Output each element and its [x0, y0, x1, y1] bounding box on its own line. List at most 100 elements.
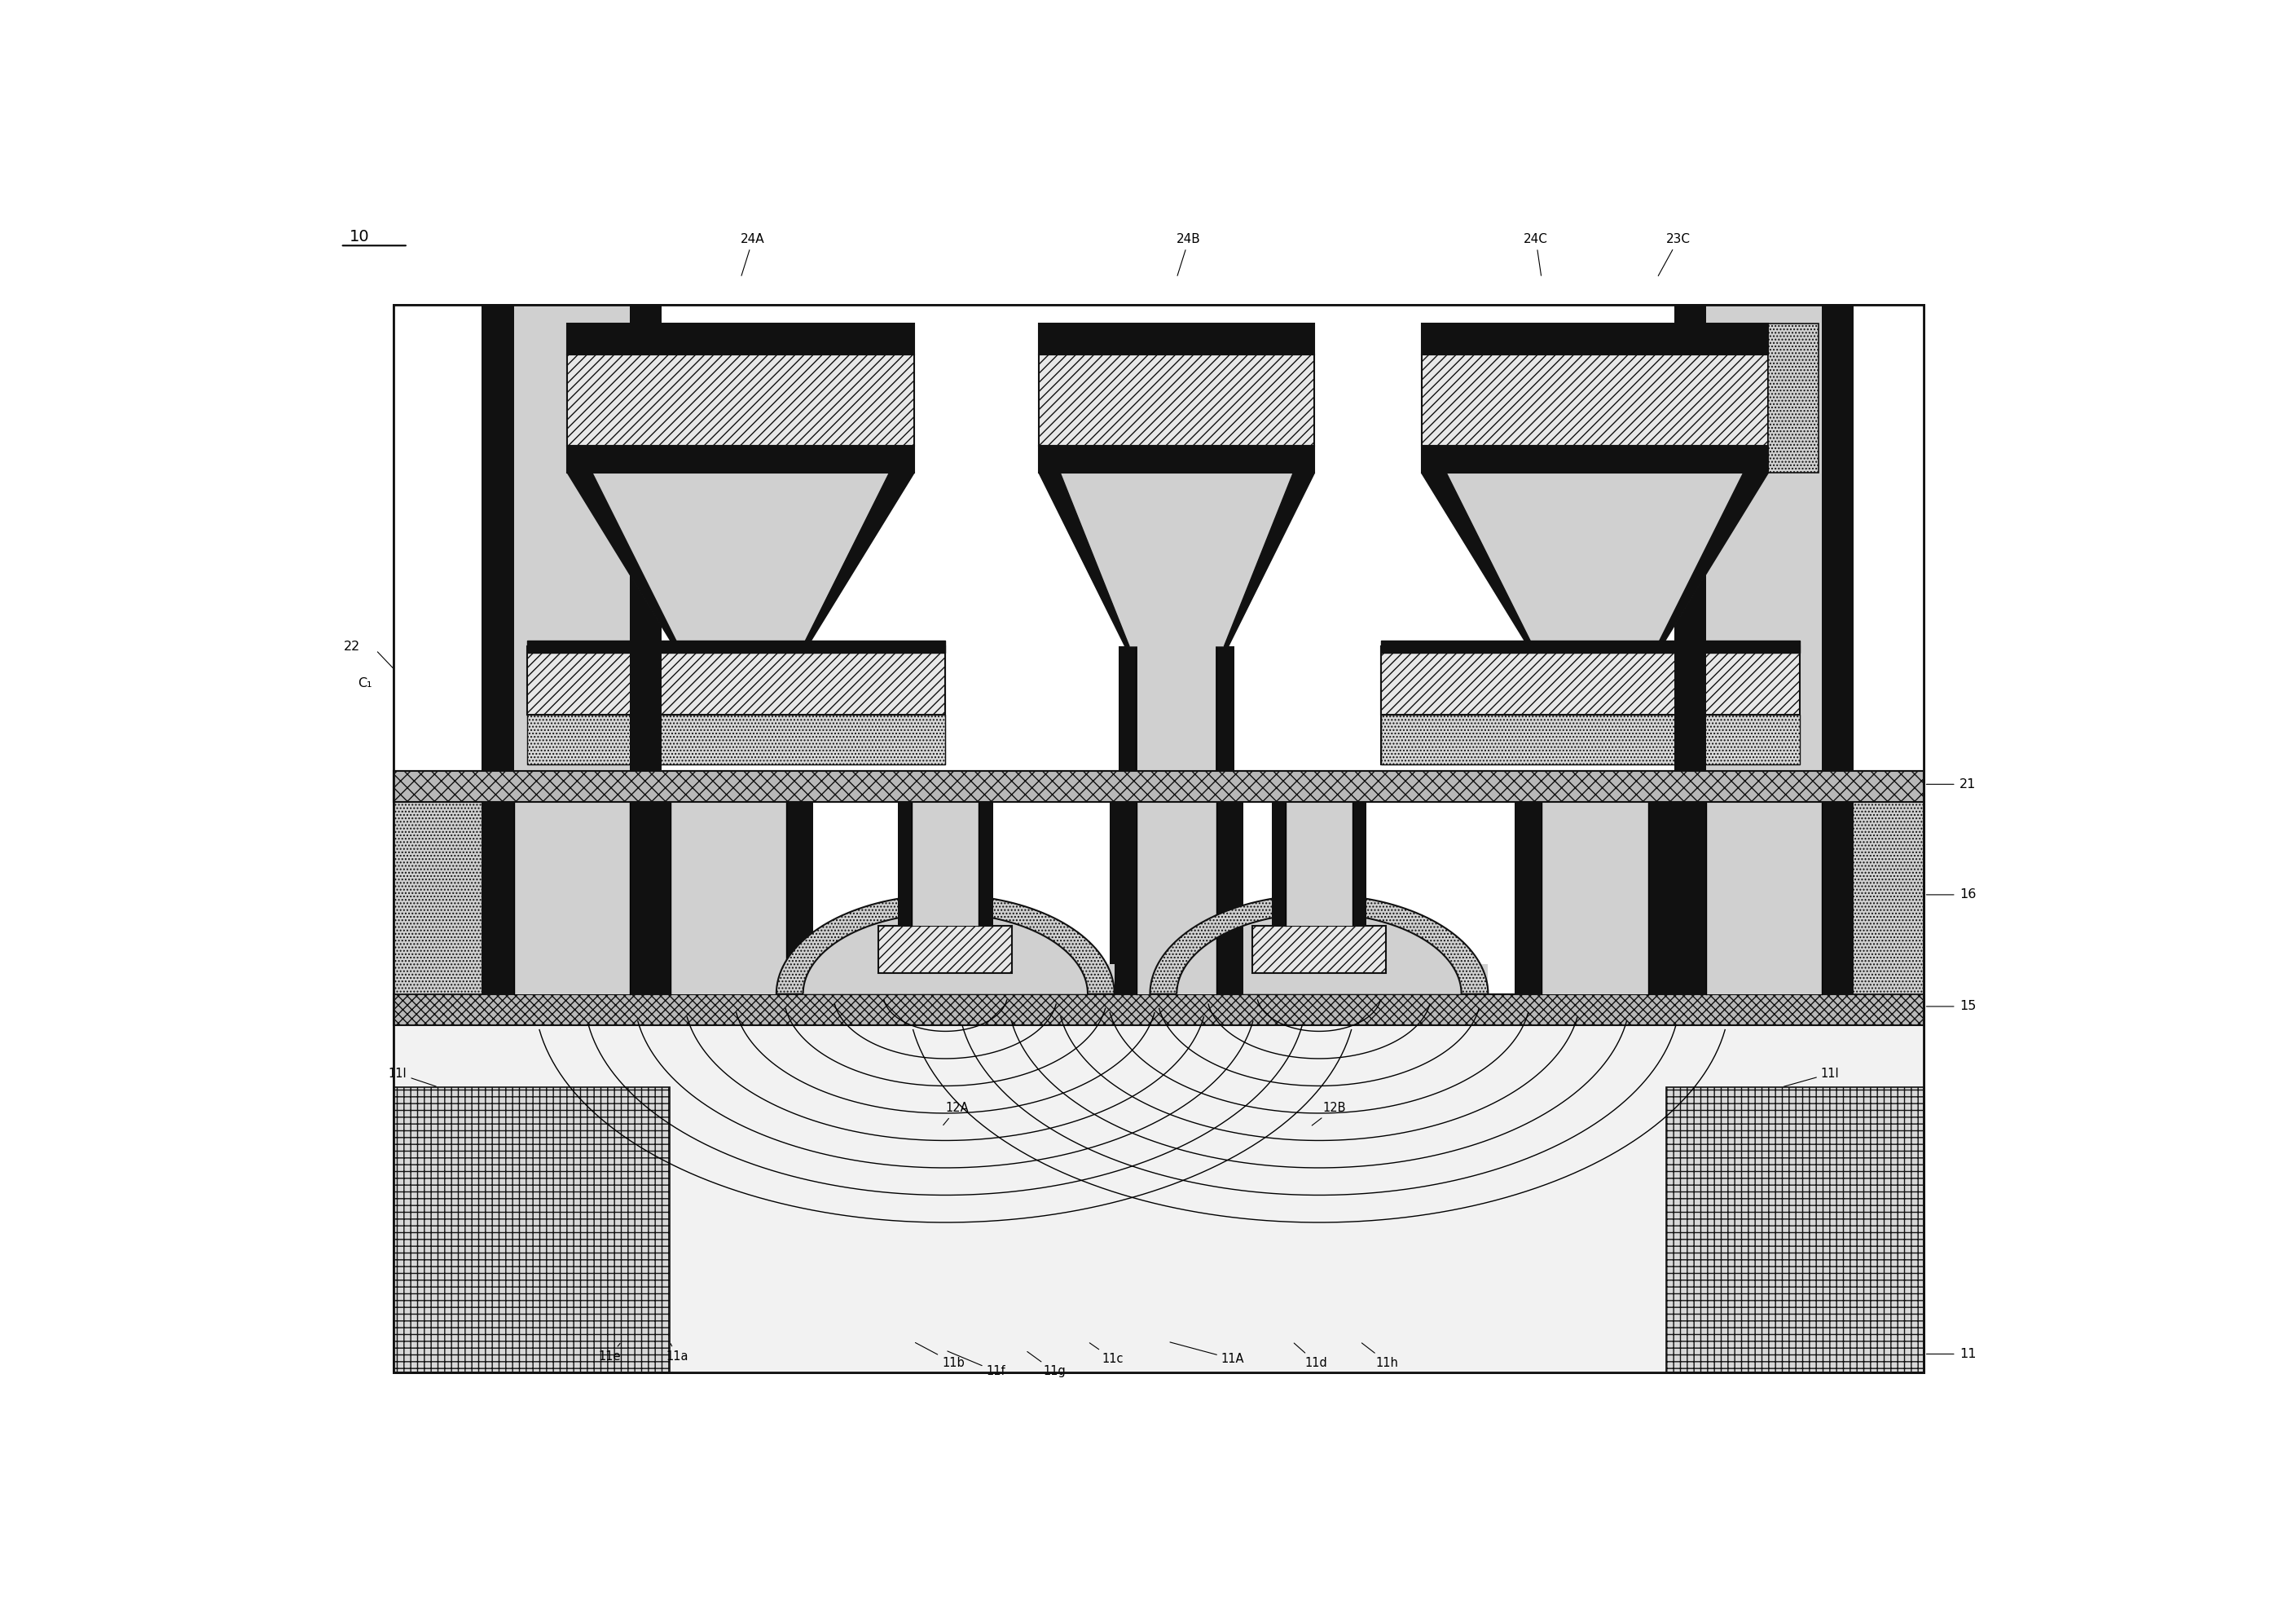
- Bar: [1286, 771, 1352, 925]
- Text: 11b: 11b: [916, 1343, 964, 1369]
- Bar: [395, 305, 1924, 1372]
- Polygon shape: [804, 472, 914, 646]
- Text: 24A: 24A: [742, 234, 765, 276]
- Bar: [482, 771, 514, 995]
- Bar: [395, 305, 1924, 1372]
- Bar: [1038, 324, 1316, 355]
- Text: 20A: 20A: [572, 637, 622, 650]
- Text: 19C: 19C: [1596, 621, 1667, 658]
- Bar: [514, 305, 629, 771]
- Text: 14B: 14B: [1254, 777, 1279, 793]
- Bar: [1649, 771, 1676, 995]
- Text: 17a: 17a: [551, 869, 631, 882]
- Bar: [567, 324, 914, 355]
- Text: 11h: 11h: [1362, 1343, 1398, 1369]
- Bar: [1118, 646, 1137, 771]
- Polygon shape: [1038, 472, 1316, 646]
- Bar: [1109, 771, 1137, 995]
- Text: 23b: 23b: [990, 640, 1058, 658]
- Bar: [879, 925, 1013, 974]
- Text: 24C: 24C: [1525, 234, 1548, 276]
- Bar: [629, 305, 661, 771]
- Text: 14A: 14A: [918, 774, 941, 790]
- Text: 11: 11: [1961, 1348, 1977, 1361]
- Polygon shape: [1038, 472, 1130, 646]
- Bar: [1515, 771, 1541, 995]
- Text: 22A: 22A: [797, 656, 898, 703]
- Bar: [978, 771, 992, 925]
- Bar: [1251, 925, 1387, 974]
- Text: 16B: 16B: [1171, 777, 1217, 793]
- Text: 16A: 16A: [551, 898, 597, 909]
- Bar: [395, 1086, 670, 1372]
- Text: 12B: 12B: [1311, 1103, 1345, 1125]
- Bar: [1352, 771, 1366, 925]
- Text: 13A: 13A: [974, 774, 1019, 793]
- Text: 23B: 23B: [1120, 661, 1157, 703]
- Bar: [1821, 305, 1853, 771]
- Bar: [1541, 771, 1649, 995]
- Text: 11d: 11d: [1295, 1343, 1327, 1369]
- Bar: [1150, 964, 1178, 995]
- Bar: [567, 355, 914, 445]
- Polygon shape: [804, 914, 1088, 995]
- Bar: [567, 445, 914, 472]
- Text: 24B: 24B: [1178, 234, 1201, 276]
- Text: 13B: 13B: [1318, 777, 1366, 793]
- Text: 11c: 11c: [1091, 1343, 1123, 1365]
- Polygon shape: [1224, 472, 1316, 646]
- Text: 20C: 20C: [1598, 637, 1667, 650]
- Polygon shape: [1150, 895, 1488, 995]
- Text: 18A: 18A: [551, 774, 574, 790]
- Bar: [528, 640, 946, 653]
- Text: 11a: 11a: [666, 1344, 689, 1362]
- Bar: [528, 646, 946, 714]
- Bar: [670, 771, 785, 995]
- Bar: [643, 771, 670, 995]
- Text: 18C: 18C: [1593, 775, 1623, 788]
- Bar: [1382, 640, 1800, 653]
- Bar: [1706, 771, 1821, 995]
- Bar: [1272, 771, 1286, 925]
- Polygon shape: [1421, 472, 1534, 646]
- Text: C₁: C₁: [358, 677, 372, 690]
- Bar: [898, 771, 912, 925]
- Bar: [1782, 801, 1924, 995]
- Bar: [1217, 646, 1235, 771]
- Bar: [514, 771, 629, 995]
- Bar: [395, 801, 553, 995]
- Text: 12A: 12A: [944, 1103, 969, 1125]
- Text: 16: 16: [1961, 888, 1977, 901]
- Text: 11A: 11A: [1171, 1343, 1244, 1365]
- Bar: [1137, 646, 1217, 771]
- Text: 19A: 19A: [572, 621, 622, 658]
- Text: 16C: 16C: [1580, 898, 1653, 909]
- Text: 10: 10: [349, 229, 370, 245]
- Text: 21: 21: [1961, 779, 1977, 790]
- Bar: [528, 646, 946, 764]
- Text: 23C: 23C: [1658, 234, 1690, 276]
- Bar: [1382, 714, 1800, 764]
- Bar: [1217, 771, 1244, 995]
- Bar: [1382, 646, 1800, 764]
- Bar: [395, 771, 1924, 801]
- Text: 11f: 11f: [948, 1351, 1006, 1378]
- Text: C₂: C₂: [1853, 674, 1867, 687]
- Text: 17A: 17A: [551, 845, 641, 856]
- Bar: [482, 305, 514, 771]
- Bar: [1674, 771, 1706, 995]
- Text: 22: 22: [344, 640, 360, 653]
- Bar: [1382, 646, 1800, 714]
- Text: 11I: 11I: [1784, 1067, 1839, 1086]
- Text: 17B: 17B: [1162, 621, 1235, 651]
- Text: 22C: 22C: [1570, 656, 1637, 703]
- Bar: [629, 771, 661, 995]
- Text: 23A: 23A: [599, 656, 659, 695]
- Text: 15: 15: [1961, 1001, 1977, 1012]
- Bar: [1421, 324, 1768, 355]
- Bar: [1421, 445, 1768, 472]
- Bar: [1038, 445, 1316, 472]
- Bar: [1460, 964, 1488, 995]
- Polygon shape: [1658, 472, 1768, 646]
- Bar: [1421, 355, 1768, 445]
